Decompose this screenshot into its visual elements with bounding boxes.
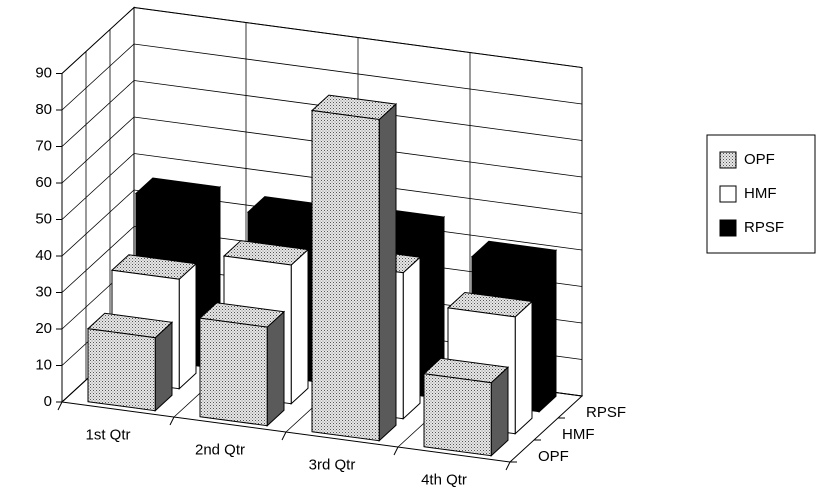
legend-label: OPF (744, 151, 775, 168)
grid-line (61, 153, 583, 220)
x-tick-label: 3rd Qtr (309, 456, 356, 473)
bar-side (266, 310, 285, 427)
y-tick-label: 40 (35, 247, 52, 264)
bar (422, 357, 510, 457)
bar (86, 312, 174, 412)
grid-line (61, 116, 583, 184)
z-tick-label: HMF (562, 426, 595, 443)
x-tick-label: 4th Qtr (421, 471, 467, 488)
y-tick-label: 50 (35, 210, 52, 227)
y-tick-label: 30 (35, 283, 52, 300)
x-tick (505, 461, 511, 471)
y-tick-label: 60 (35, 174, 52, 191)
x-tick (57, 401, 63, 411)
y-tick-label: 90 (35, 64, 52, 81)
bar-front (199, 317, 268, 427)
legend-swatch (719, 219, 737, 237)
y-tick-label: 0 (44, 393, 52, 410)
z-tick-label: OPF (538, 448, 569, 465)
x-tick (281, 431, 287, 441)
legend-swatch (719, 185, 737, 203)
grid-line (61, 43, 583, 111)
grid-line (61, 7, 583, 74)
z-tick-label: RPSF (586, 404, 626, 421)
bar-front (87, 328, 156, 412)
bar-side (402, 256, 421, 420)
x-tick-label: 2nd Qtr (195, 441, 245, 458)
y-tick-label: 70 (35, 137, 52, 154)
bar-side (290, 248, 309, 405)
bar (198, 302, 286, 427)
legend-label: HMF (744, 185, 777, 202)
bar-side (378, 102, 397, 442)
bar-side (514, 300, 533, 435)
x-tick (169, 416, 175, 426)
y-tick-label: 10 (35, 356, 52, 373)
y-tick-label: 80 (35, 101, 52, 118)
bar-front (423, 373, 492, 457)
x-tick (393, 446, 399, 456)
bar (310, 94, 398, 442)
legend-label: RPSF (744, 219, 784, 236)
legend-swatch (719, 151, 737, 169)
bar-front (311, 109, 380, 442)
y-tick-label: 20 (35, 320, 52, 337)
bar-side (538, 249, 557, 413)
bar-side (178, 262, 197, 390)
grid-line (61, 80, 583, 147)
x-tick-label: 1st Qtr (85, 426, 130, 443)
